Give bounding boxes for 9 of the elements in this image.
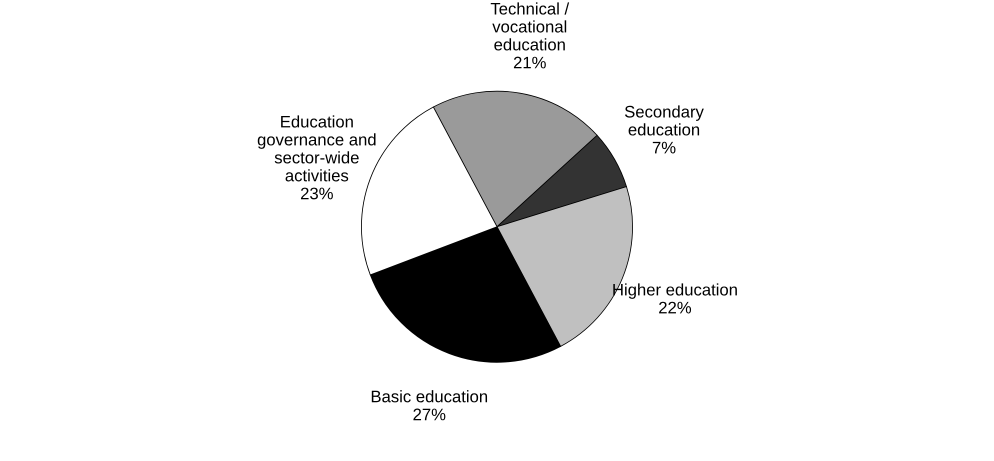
slice-label: Secondary education [624, 105, 704, 136]
data-label: 27% [413, 408, 446, 420]
data-label: 21% [514, 56, 546, 68]
data-label: 22% [659, 302, 692, 314]
slice-label: Education governance and sector-wide activities [258, 115, 376, 182]
slice-label: Technical / vocational education [490, 2, 570, 51]
data-label: 23% [300, 188, 333, 200]
data-label: 7% [652, 142, 676, 154]
slice-label: Basic education [372, 390, 488, 402]
